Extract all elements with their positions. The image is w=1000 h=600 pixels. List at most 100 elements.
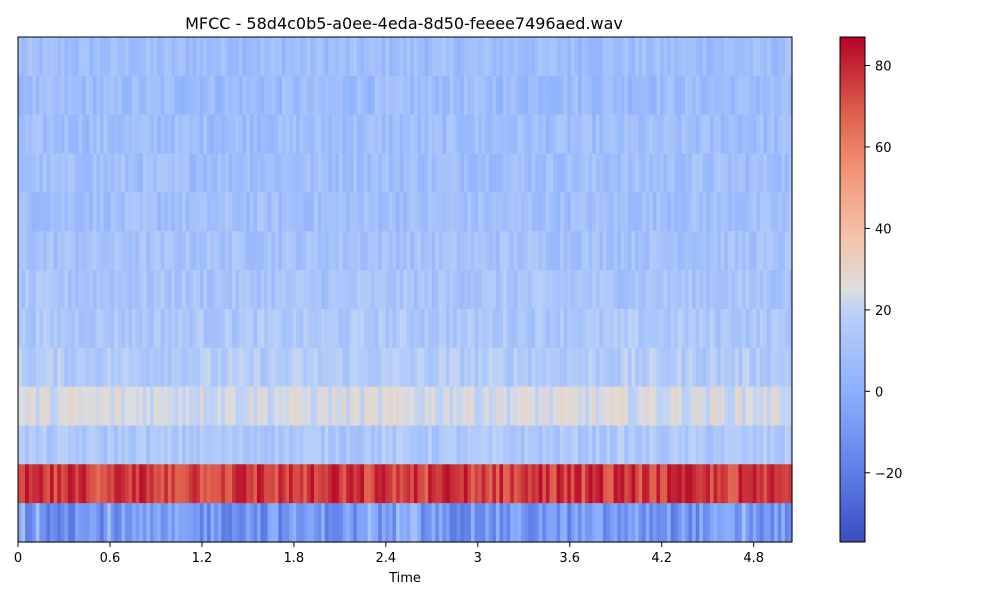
heatmap-cell: [192, 231, 197, 271]
heatmap-cell: [563, 114, 568, 155]
heatmap-cell: [485, 231, 490, 271]
heatmap-cell: [239, 114, 244, 155]
heatmap-cell: [660, 464, 665, 504]
heatmap-cell: [745, 231, 750, 271]
heatmap-cell: [278, 114, 283, 155]
heatmap-cell: [574, 75, 579, 116]
heatmap-cell: [517, 464, 522, 504]
heatmap-cell: [346, 114, 351, 155]
heatmap-cell: [742, 114, 747, 155]
heatmap-cell: [174, 75, 180, 116]
heatmap-cell: [296, 464, 301, 504]
heatmap-cell: [599, 153, 604, 193]
heatmap-cell: [281, 270, 287, 310]
heatmap-cell: [89, 153, 94, 193]
heatmap-cell: [89, 386, 94, 427]
heatmap-cell: [467, 192, 472, 232]
heatmap-cell: [574, 425, 579, 465]
heatmap-cell: [667, 386, 672, 427]
heatmap-cell: [221, 231, 226, 271]
heatmap-cell: [399, 192, 404, 232]
heatmap-cell: [217, 347, 222, 388]
heatmap-cell: [285, 153, 290, 193]
heatmap-cell: [442, 308, 447, 349]
heatmap-cell: [442, 270, 447, 310]
heatmap-cell: [210, 308, 215, 349]
heatmap-cell: [742, 153, 747, 193]
heatmap-cell: [663, 464, 668, 504]
heatmap-cell: [57, 503, 62, 543]
heatmap-cell: [670, 37, 675, 77]
heatmap-cell: [759, 114, 765, 155]
heatmap-cell: [435, 347, 440, 388]
heatmap-cell: [770, 347, 775, 388]
heatmap-cell: [182, 192, 187, 232]
heatmap-cell: [100, 308, 105, 349]
heatmap-cell: [392, 308, 397, 349]
heatmap-cell: [713, 386, 718, 427]
heatmap-cell: [139, 308, 144, 349]
heatmap-cell: [635, 270, 640, 310]
heatmap-cell: [264, 464, 269, 504]
heatmap-cell: [538, 153, 543, 193]
heatmap-cell: [667, 347, 672, 388]
heatmap-cell: [139, 503, 144, 543]
heatmap-cell: [25, 37, 30, 77]
heatmap-cell: [656, 386, 661, 427]
heatmap-cell: [638, 270, 643, 310]
heatmap-cell: [774, 425, 779, 465]
heatmap-cell: [371, 386, 376, 427]
heatmap-cell: [157, 270, 162, 310]
heatmap-cell: [649, 503, 654, 543]
heatmap-cell: [271, 75, 276, 116]
heatmap-cell: [228, 192, 233, 232]
heatmap-cell: [674, 425, 679, 465]
heatmap-cell: [556, 231, 561, 271]
heatmap-cell: [403, 231, 408, 271]
heatmap-cell: [21, 153, 26, 193]
heatmap-cell: [549, 192, 554, 232]
heatmap-cell: [706, 425, 711, 465]
heatmap-cell: [210, 425, 215, 465]
heatmap-cell: [128, 347, 133, 388]
heatmap-cell: [339, 37, 344, 77]
heatmap-cell: [774, 386, 779, 427]
heatmap-cell: [663, 308, 668, 349]
heatmap-cell: [685, 503, 690, 543]
heatmap-cell: [146, 308, 151, 349]
heatmap-cell: [431, 75, 436, 116]
heatmap-cell: [403, 114, 408, 155]
heatmap-cell: [246, 270, 251, 310]
heatmap-cell: [674, 114, 679, 155]
heatmap-cell: [727, 37, 732, 77]
heatmap-cell: [453, 308, 458, 349]
heatmap-cell: [734, 192, 740, 232]
heatmap-cell: [428, 192, 433, 232]
heatmap-cell: [424, 153, 429, 193]
heatmap-cell: [356, 75, 362, 116]
heatmap-cell: [182, 386, 187, 427]
heatmap-cell: [396, 192, 401, 232]
heatmap-cell: [142, 503, 148, 543]
heatmap-cell: [60, 347, 65, 388]
heatmap-cell: [431, 503, 436, 543]
heatmap-cell: [253, 425, 258, 465]
heatmap-cell: [221, 153, 226, 193]
heatmap-cell: [610, 503, 615, 543]
heatmap-cell: [314, 75, 319, 116]
heatmap-cell: [763, 192, 768, 232]
heatmap-cell: [381, 192, 386, 232]
heatmap-cell: [107, 153, 112, 193]
heatmap-cell: [421, 270, 426, 310]
heatmap-cell: [478, 503, 483, 543]
heatmap-cell: [256, 386, 262, 427]
heatmap-cell: [759, 464, 765, 504]
heatmap-cell: [132, 37, 137, 77]
heatmap-cell: [64, 153, 69, 193]
heatmap-cell: [107, 192, 112, 232]
heatmap-cell: [242, 347, 247, 388]
heatmap-cell: [767, 464, 772, 504]
heatmap-cell: [353, 231, 358, 271]
heatmap-cell: [781, 192, 786, 232]
heatmap-cell: [542, 386, 547, 427]
